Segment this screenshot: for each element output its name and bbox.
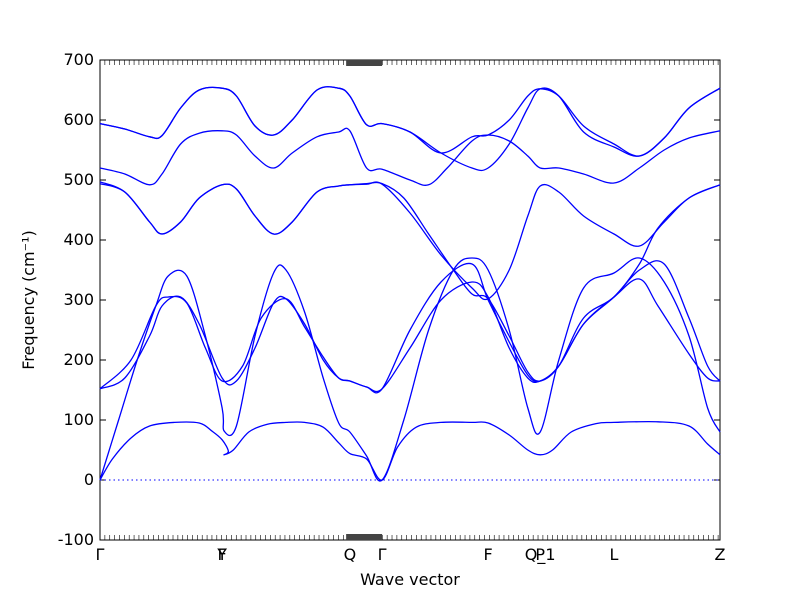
x-tick-label: Z [715,545,726,564]
x-tick-label: F [218,545,227,564]
phonon-branch-line [99,127,721,186]
y-tick-label: 300 [63,290,94,309]
y-tick-label: 200 [63,350,94,369]
y-tick-label: 0 [84,470,94,489]
y-tick-label: 600 [63,110,94,129]
phonon-branch-line [99,420,721,481]
x-tick-label: Q [344,545,357,564]
x-tick-label: F [484,545,493,564]
y-tick-label: 100 [63,410,94,429]
x-tick-label: L [610,545,619,564]
dense-tick-band-top [346,60,383,66]
x-tick-label: Q_1 [525,545,556,565]
y-tick-label: -100 [58,530,94,549]
x-tick-label: Y [216,545,227,564]
phonon-branch-line [99,257,721,482]
phonon-branch-line [99,181,721,301]
x-tick-label: P [535,545,545,564]
plot-area [99,59,721,541]
x-tick-label: Γ [378,545,387,564]
dense-tick-band-bottom [346,534,383,540]
y-tick-label: 500 [63,170,94,189]
y-tick-label: 400 [63,230,94,249]
phonon-branch-line [99,86,721,157]
y-tick-label: 700 [63,50,94,69]
y-axis-label: Frequency (cm⁻¹) [19,230,38,369]
x-tick-label: Γ [96,545,105,564]
x-axis-label: Wave vector [360,570,460,589]
